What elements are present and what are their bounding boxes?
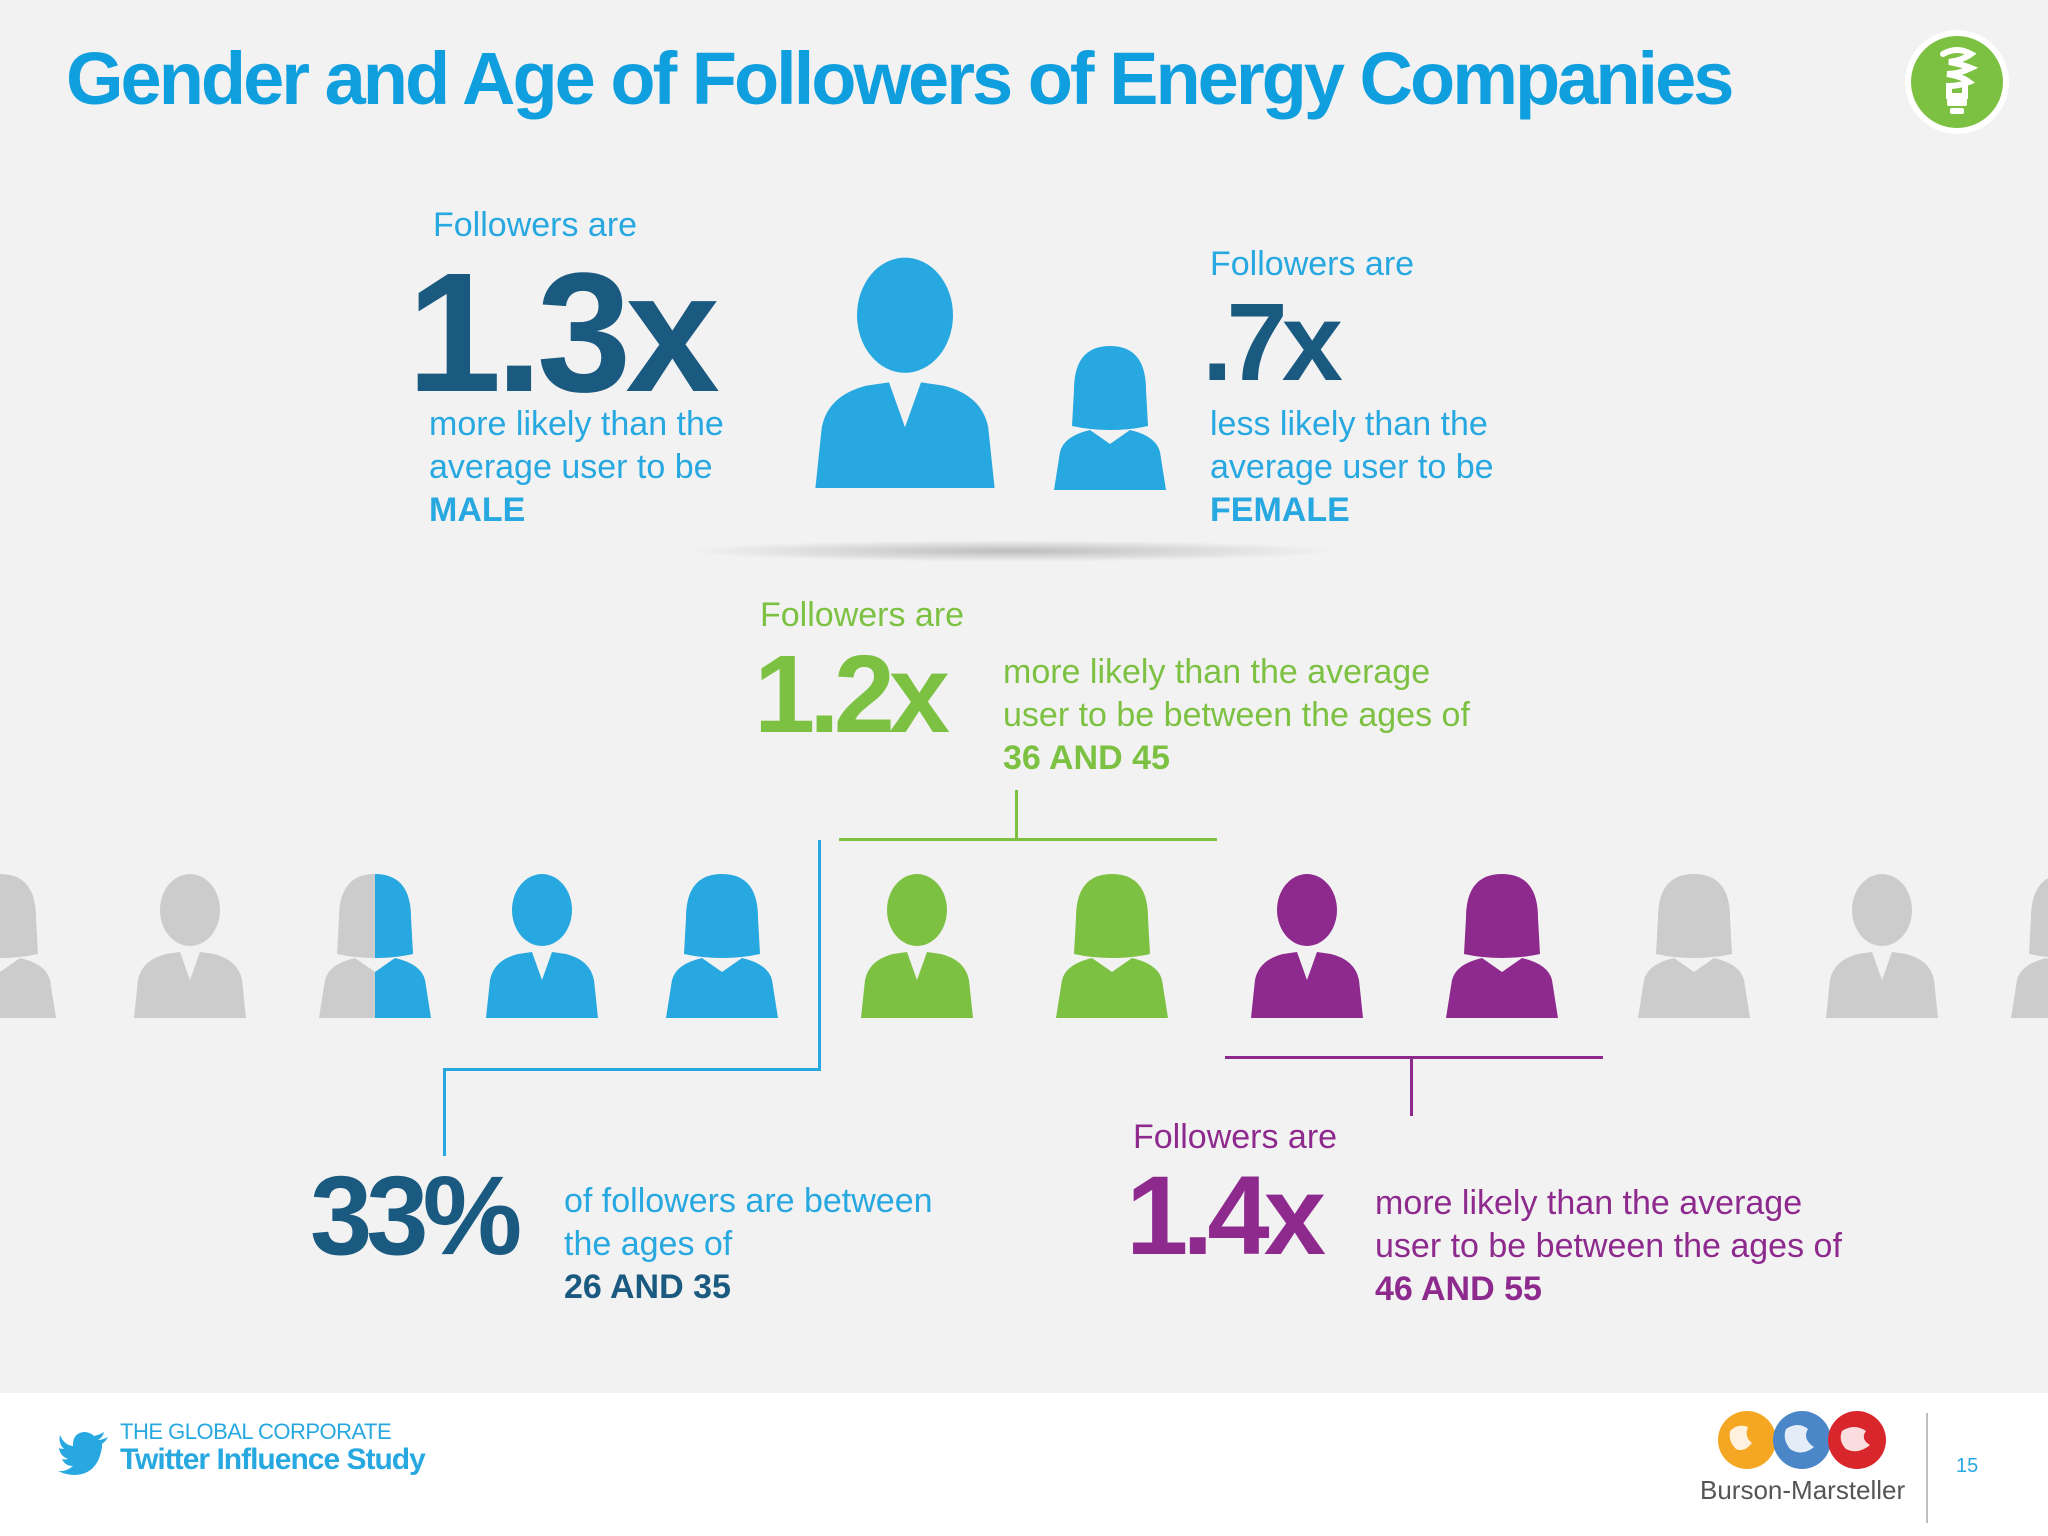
person-purple-female	[1440, 868, 1564, 1018]
person-half-blue-right	[375, 868, 437, 1018]
person-blue-female	[660, 868, 784, 1018]
connector-purple-stem	[1410, 1058, 1413, 1116]
male-prefix: Followers are	[433, 206, 638, 244]
people-row	[0, 862, 2048, 1022]
person-gray	[1632, 868, 1756, 1018]
age-26-35-percent: 33%	[310, 1153, 522, 1278]
person-green-female	[1050, 868, 1174, 1018]
page-title: Gender and Age of Followers of Energy Co…	[66, 37, 1734, 120]
male-desc-line2: average user to be	[429, 448, 713, 486]
age-46-55-prefix: Followers are	[1133, 1118, 1338, 1156]
shadow-divider	[680, 540, 1340, 562]
footer-divider	[1926, 1413, 1928, 1523]
age-36-45-multiplier: 1.2x	[754, 633, 950, 756]
person-gray	[128, 868, 252, 1018]
female-label: FEMALE	[1210, 491, 1350, 529]
twitter-bird-icon	[58, 1431, 110, 1475]
connector-blue-horizontal	[443, 1068, 821, 1071]
study-line1: THE GLOBAL CORPORATE	[120, 1419, 392, 1444]
male-person-icon	[805, 248, 1005, 488]
female-person-icon	[1048, 340, 1172, 490]
male-label: MALE	[429, 491, 526, 529]
female-multiplier: .7x	[1202, 281, 1343, 404]
person-gray-partial-left	[0, 868, 62, 1018]
female-prefix: Followers are	[1210, 245, 1415, 283]
age-26-35-desc-line1: of followers are between	[564, 1182, 933, 1220]
age-46-55-label: 46 AND 55	[1375, 1270, 1542, 1308]
age-36-45-desc-line2: user to be between the ages of	[1003, 696, 1470, 734]
brand-name: Burson-Marsteller	[1700, 1475, 1906, 1505]
male-multiplier: 1.3x	[407, 238, 720, 428]
page-number: 15	[1956, 1455, 1979, 1477]
globe-icon	[1716, 1409, 1888, 1471]
age-26-35-label: 26 AND 35	[564, 1268, 731, 1306]
female-desc-line1: less likely than the	[1210, 405, 1488, 443]
person-green-male	[855, 868, 979, 1018]
person-gray	[1820, 868, 1944, 1018]
connector-blue-vertical	[818, 840, 821, 1070]
lightbulb-icon	[1903, 28, 2011, 136]
age-36-45-label: 36 AND 45	[1003, 739, 1170, 777]
female-desc-line2: average user to be	[1210, 448, 1494, 486]
connector-purple	[1225, 1056, 1603, 1059]
connector-blue-stem	[443, 1068, 446, 1156]
age-46-55-desc-line1: more likely than the average	[1375, 1184, 1803, 1222]
person-blue-male	[480, 868, 604, 1018]
age-36-45-prefix: Followers are	[760, 596, 965, 634]
person-purple-male	[1245, 868, 1369, 1018]
study-line2: Twitter Influence Study	[120, 1443, 426, 1476]
age-46-55-desc-line2: user to be between the ages of	[1375, 1227, 1842, 1265]
person-gray-partial-right	[2005, 868, 2048, 1018]
age-46-55-multiplier: 1.4x	[1126, 1153, 1326, 1278]
connector-green-stem	[1015, 790, 1018, 840]
male-desc-line1: more likely than the	[429, 405, 724, 443]
connector-green	[839, 838, 1217, 841]
footer: THE GLOBAL CORPORATE Twitter Influence S…	[0, 1393, 2048, 1536]
age-26-35-desc-line2: the ages of	[564, 1225, 733, 1263]
age-36-45-desc-line1: more likely than the average	[1003, 653, 1431, 691]
